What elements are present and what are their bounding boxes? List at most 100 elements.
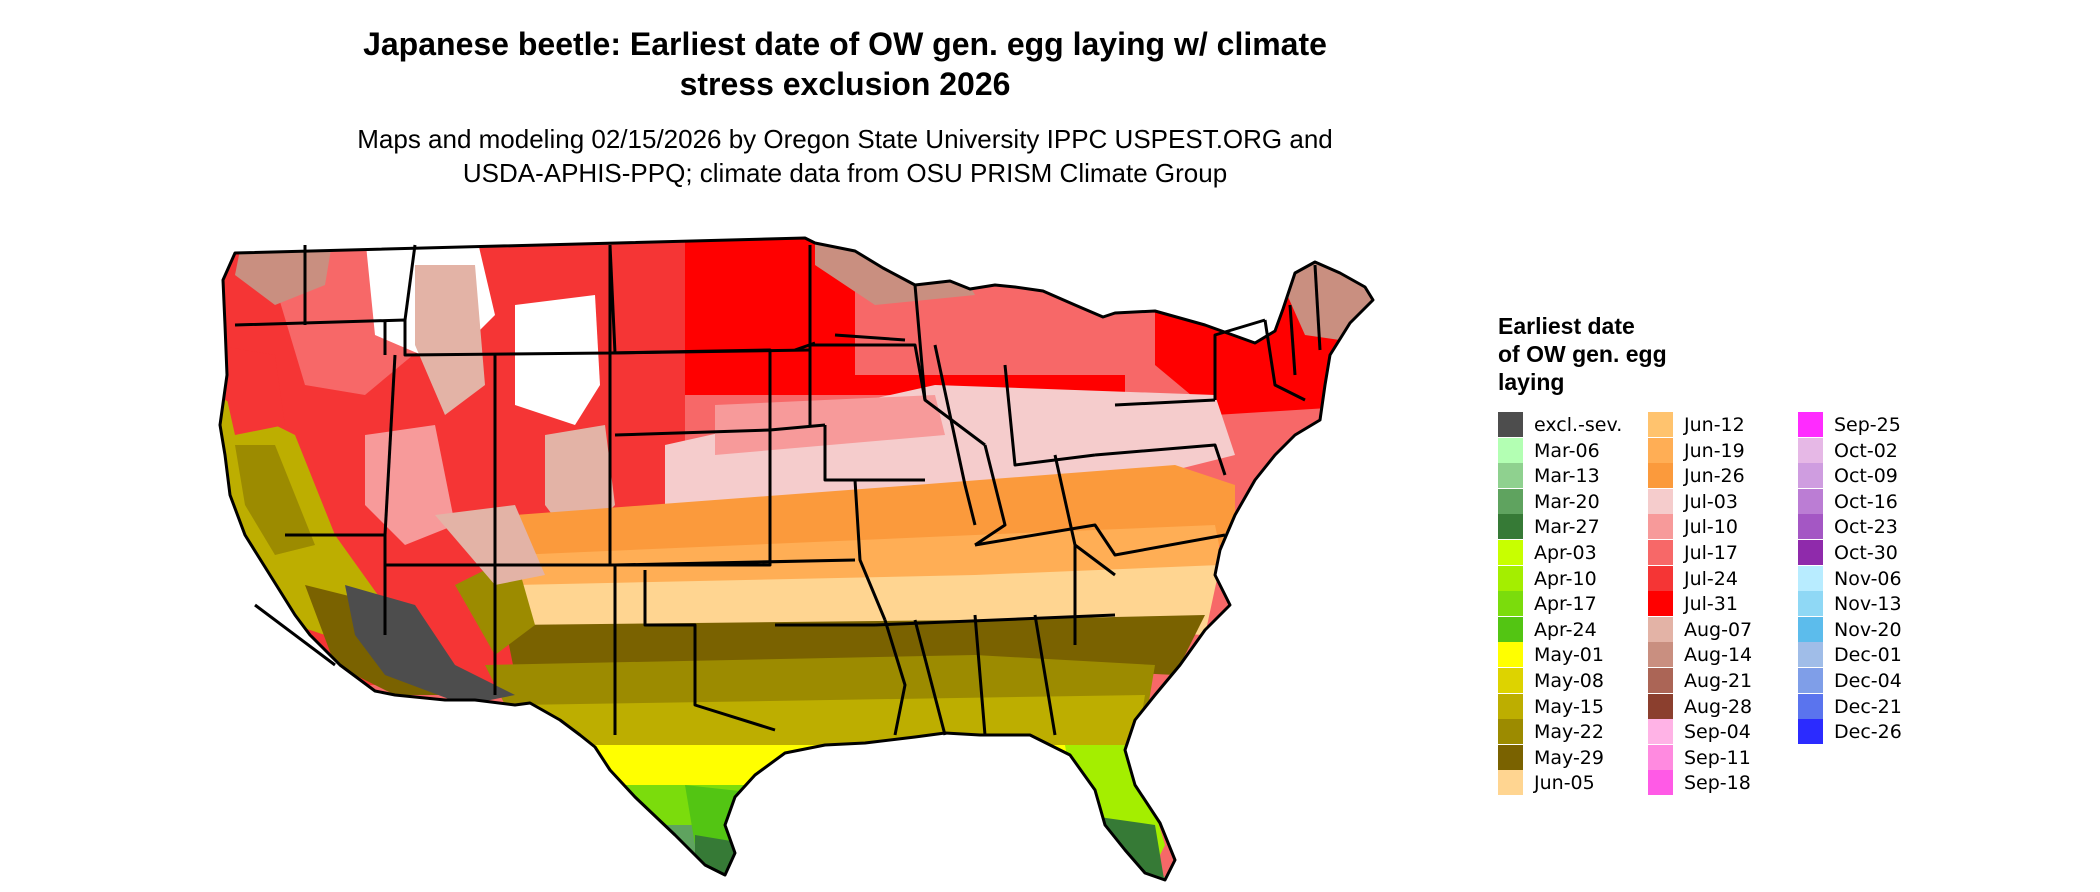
legend-swatch xyxy=(1648,770,1673,796)
legend-swatch xyxy=(1498,412,1523,437)
legend-label: Dec-01 xyxy=(1834,644,1902,667)
legend-swatch xyxy=(1648,514,1673,540)
legend-swatch xyxy=(1648,540,1673,565)
legend-label: May-08 xyxy=(1534,670,1604,692)
legend-swatch xyxy=(1498,719,1523,745)
state-line xyxy=(933,344,977,526)
state-line xyxy=(1003,364,1096,467)
legend-label: Dec-21 xyxy=(1834,695,1902,718)
subtitle-line-1: Maps and modeling 02/15/2026 by Oregon S… xyxy=(357,124,1333,154)
legend-swatch xyxy=(1798,514,1823,540)
legend-label: Jul-31 xyxy=(1684,593,1738,616)
legend-label: May-22 xyxy=(1534,721,1604,744)
legend-title-line-3: laying xyxy=(1498,369,1565,395)
legend-label: Nov-13 xyxy=(1834,593,1902,616)
state-line xyxy=(614,558,856,567)
state-line xyxy=(834,333,906,342)
legend-swatch xyxy=(1798,540,1823,565)
legend-swatch xyxy=(1498,642,1523,668)
state-line xyxy=(1313,264,1322,351)
legend-swatch xyxy=(1648,616,1673,642)
legend-swatch xyxy=(1648,463,1673,489)
legend-label: Jul-10 xyxy=(1684,516,1738,539)
legend-label: Sep-25 xyxy=(1834,414,1901,436)
map-subtitle: Maps and modeling 02/15/2026 by Oregon S… xyxy=(280,122,1410,190)
legend-label: Sep-18 xyxy=(1684,772,1751,795)
map-title: Japanese beetle: Earliest date of OW gen… xyxy=(280,24,1410,104)
legend-label: Mar-27 xyxy=(1534,516,1600,539)
state-line xyxy=(643,570,776,732)
state-line xyxy=(853,479,887,621)
state-line xyxy=(1094,443,1227,476)
legend-swatch xyxy=(1648,565,1673,591)
state-line xyxy=(1213,318,1266,400)
legend-label: excl.-sev. xyxy=(1534,414,1623,436)
legend-label: Sep-04 xyxy=(1684,721,1751,744)
legend-label: Dec-04 xyxy=(1834,670,1902,692)
state-line xyxy=(1033,614,1057,736)
state-line xyxy=(234,245,612,357)
legend-label: Apr-03 xyxy=(1534,542,1597,564)
state-line xyxy=(254,603,336,667)
legend-label: Mar-20 xyxy=(1534,490,1600,513)
legend-swatch xyxy=(1498,668,1523,693)
legend-label: Mar-13 xyxy=(1534,465,1600,488)
state-line xyxy=(1114,398,1216,407)
legend-label: May-29 xyxy=(1534,746,1604,769)
legend-title: Earliest date of OW gen. egg laying xyxy=(1498,312,1728,396)
state-line xyxy=(383,354,397,536)
legend-label: Oct-16 xyxy=(1834,490,1898,513)
title-line-1: Japanese beetle: Earliest date of OW gen… xyxy=(363,26,1327,62)
state-line xyxy=(1288,304,1297,376)
legend-swatch xyxy=(1498,488,1523,514)
legend-swatch xyxy=(1798,616,1823,642)
legend-swatch xyxy=(1498,591,1523,617)
title-line-2: stress exclusion 2026 xyxy=(679,66,1011,102)
state-line xyxy=(913,284,986,447)
state-line xyxy=(913,619,947,736)
state-line xyxy=(973,614,987,736)
legend-label: Oct-09 xyxy=(1834,465,1898,488)
legend-swatch xyxy=(1648,412,1673,437)
legend-swatch xyxy=(1798,412,1823,437)
legend-swatch xyxy=(1798,719,1823,745)
subtitle-line-2: USDA-APHIS-PPQ; climate data from OSU PR… xyxy=(462,158,1228,188)
legend-swatch xyxy=(1498,744,1523,770)
legend-label: Aug-21 xyxy=(1684,670,1753,692)
legend-swatch xyxy=(1648,693,1673,719)
legend-swatch xyxy=(1498,565,1523,591)
legend-swatch xyxy=(1798,488,1823,514)
legend-swatch xyxy=(1798,668,1823,693)
legend-swatch xyxy=(1648,719,1673,745)
state-line xyxy=(609,348,811,355)
legend-title-line-2: of OW gen. egg xyxy=(1498,341,1667,367)
legend-label: Jul-03 xyxy=(1684,490,1738,513)
legend-swatch xyxy=(1648,437,1673,463)
legend-label: Aug-14 xyxy=(1684,644,1753,667)
legend-label: Aug-07 xyxy=(1684,618,1753,641)
legend-swatch xyxy=(1498,693,1523,719)
legend-label: Nov-20 xyxy=(1834,618,1902,641)
legend-label: Jun-26 xyxy=(1684,465,1745,488)
state-line xyxy=(1263,319,1306,402)
state-line xyxy=(794,341,816,352)
legend-swatch xyxy=(1498,437,1523,463)
state-boundaries xyxy=(218,236,1375,882)
state-line xyxy=(403,244,417,321)
legend-label: Jul-24 xyxy=(1684,567,1738,590)
legend-swatch xyxy=(1648,744,1673,770)
legend-swatch xyxy=(1498,540,1523,565)
state-line xyxy=(974,444,1007,547)
legend-label: May-01 xyxy=(1534,644,1604,667)
state-line xyxy=(823,425,925,482)
state-line xyxy=(608,244,617,354)
legend-swatch xyxy=(1648,642,1673,668)
legend-label: Jun-05 xyxy=(1534,772,1595,795)
legend-label: Apr-10 xyxy=(1534,567,1597,590)
state-line xyxy=(974,523,1226,557)
legend-label: Apr-17 xyxy=(1534,593,1597,616)
legend-swatch xyxy=(1648,488,1673,514)
state-line xyxy=(769,423,826,432)
legend-label: Oct-30 xyxy=(1834,542,1898,564)
legend-swatch xyxy=(1798,565,1823,591)
